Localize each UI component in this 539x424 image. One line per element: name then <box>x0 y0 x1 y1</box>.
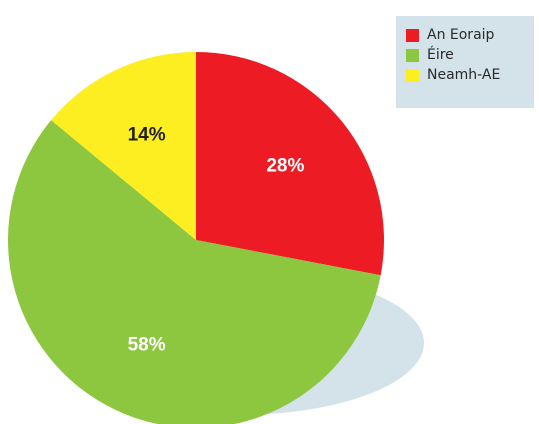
legend-swatch-eire <box>406 48 419 62</box>
pie-slice-an-eoraip <box>196 52 385 276</box>
slice-label-neamh-ae: 14% <box>128 125 166 146</box>
pie-slice-neamh-ae <box>51 52 196 240</box>
legend-label-eire: Éire <box>427 47 454 63</box>
legend-item-eire: Éire <box>406 45 534 65</box>
pie-slices <box>8 52 385 424</box>
slice-labels: 28% 58% 14% <box>128 125 305 356</box>
legend-swatch-an-eoraip <box>406 28 419 42</box>
legend-swatch-neamh-ae <box>406 68 419 82</box>
legend: An Eoraip Éire Neamh-AE <box>396 16 534 108</box>
legend-item-neamh-ae: Neamh-AE <box>406 65 534 85</box>
pie-slice-eire <box>8 120 381 424</box>
legend-label-an-eoraip: An Eoraip <box>427 27 495 43</box>
slice-label-an-eoraip: 28% <box>266 156 304 177</box>
slice-label-eire: 58% <box>128 334 166 355</box>
legend-label-neamh-ae: Neamh-AE <box>427 67 501 83</box>
legend-item-an-eoraip: An Eoraip <box>406 25 534 45</box>
